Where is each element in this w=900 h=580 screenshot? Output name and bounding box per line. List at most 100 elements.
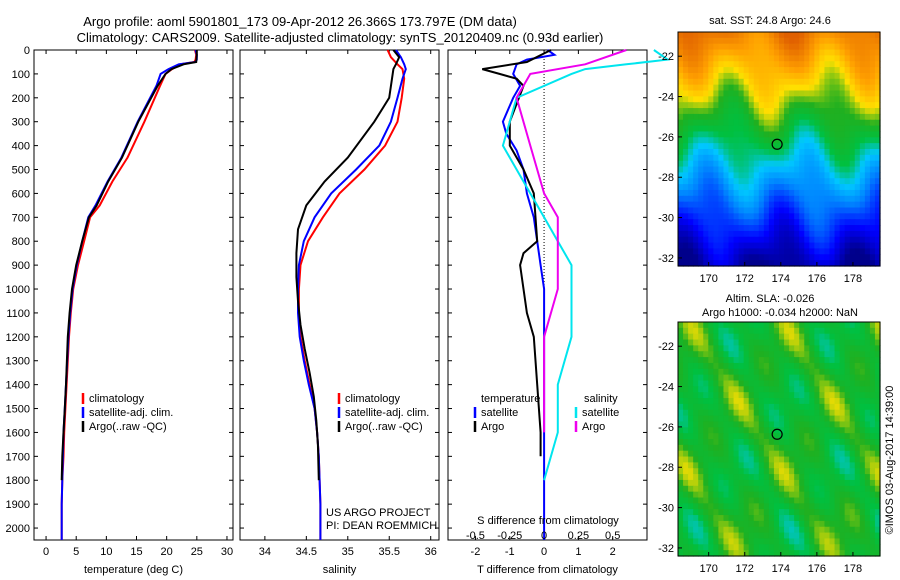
map-cell <box>854 479 861 487</box>
map-cell <box>804 67 810 74</box>
map-cell <box>839 468 846 475</box>
map-cell <box>819 137 826 144</box>
map-cell <box>763 532 770 540</box>
map-cell <box>814 322 820 329</box>
map-cell <box>748 166 755 173</box>
map-cell <box>723 230 730 238</box>
map-cell <box>829 456 836 463</box>
map-cell <box>804 362 810 370</box>
map-cell <box>733 403 740 411</box>
map-cell <box>708 462 714 469</box>
map-cell <box>869 462 876 469</box>
map-cell <box>804 236 810 244</box>
map-cell <box>844 427 851 434</box>
map-cell <box>753 503 760 510</box>
map-cell <box>834 131 841 138</box>
map-cell <box>824 327 831 335</box>
map-cell <box>723 84 730 92</box>
map-cell <box>743 444 750 452</box>
map-cell <box>874 184 881 191</box>
map-cell <box>779 532 785 540</box>
map-cell <box>718 520 725 528</box>
map-cell <box>753 485 760 493</box>
map-cell <box>728 108 735 115</box>
map-cell <box>728 398 735 405</box>
map-cell <box>859 260 866 267</box>
map-cell <box>869 351 876 358</box>
map-cell <box>794 61 800 68</box>
map-cell <box>824 137 831 144</box>
map-cell <box>753 439 760 446</box>
map-cell <box>678 444 684 452</box>
map-cell <box>844 345 851 352</box>
map-cell <box>693 544 699 551</box>
map-cell <box>794 380 800 387</box>
map-cell <box>794 520 800 528</box>
map-cell <box>733 125 740 133</box>
map-cell <box>768 102 775 109</box>
map-cell <box>678 497 684 504</box>
map-cell <box>708 515 714 522</box>
map-cell <box>688 474 694 481</box>
map-cell <box>784 322 790 329</box>
map-cell <box>713 532 719 540</box>
map-cell <box>804 43 810 51</box>
map-cell <box>688 497 694 504</box>
map-cell <box>693 433 699 440</box>
map-cell <box>703 160 709 168</box>
map-cell <box>854 67 861 74</box>
map-cell <box>844 491 851 499</box>
map-cell <box>829 260 836 267</box>
y-tick-label: 300 <box>12 117 30 129</box>
map-cell <box>829 90 836 97</box>
map-cell <box>683 230 689 238</box>
map-cell <box>839 333 846 341</box>
map-cell <box>789 520 795 528</box>
map-cell <box>693 43 699 51</box>
map-cell <box>713 137 719 144</box>
map-cell <box>763 143 770 150</box>
map-cell <box>839 61 846 68</box>
map-cell <box>874 386 881 393</box>
map-cell <box>809 520 815 528</box>
map-cell <box>829 55 836 62</box>
map-cell <box>834 485 841 493</box>
map-cell <box>698 189 704 197</box>
map-cell <box>688 137 694 144</box>
map-cell <box>683 248 689 255</box>
map-cell <box>779 468 785 475</box>
map-cell <box>748 333 755 341</box>
map-cell <box>804 131 810 138</box>
map-cell <box>859 544 866 551</box>
map-cell <box>763 550 770 557</box>
map-cell <box>718 327 725 335</box>
map-cell <box>854 398 861 405</box>
map-cell <box>814 526 820 534</box>
map-cell <box>713 254 719 261</box>
map-cell <box>748 550 755 557</box>
map-cell <box>804 178 810 185</box>
map-cell <box>708 439 714 446</box>
map-cell <box>698 421 704 428</box>
map-cell <box>874 102 881 109</box>
map-cell <box>693 154 699 162</box>
map-cell <box>748 137 755 144</box>
map-cell <box>869 532 876 540</box>
map-cell <box>693 374 699 382</box>
map-cell <box>864 213 871 220</box>
map-cell <box>693 327 699 335</box>
map-cell <box>693 550 699 557</box>
map-cell <box>839 386 846 393</box>
map-cell <box>733 491 740 499</box>
map-cell <box>814 427 820 434</box>
map-cell <box>773 219 780 226</box>
map-cell <box>723 37 730 45</box>
map-cell <box>683 468 689 475</box>
map-cell <box>753 37 760 45</box>
map-cell <box>784 84 790 92</box>
map-cell <box>773 409 780 417</box>
map-cell <box>834 178 841 185</box>
map-cell <box>839 178 846 185</box>
map-cell <box>743 213 750 220</box>
map-cell <box>819 550 826 557</box>
